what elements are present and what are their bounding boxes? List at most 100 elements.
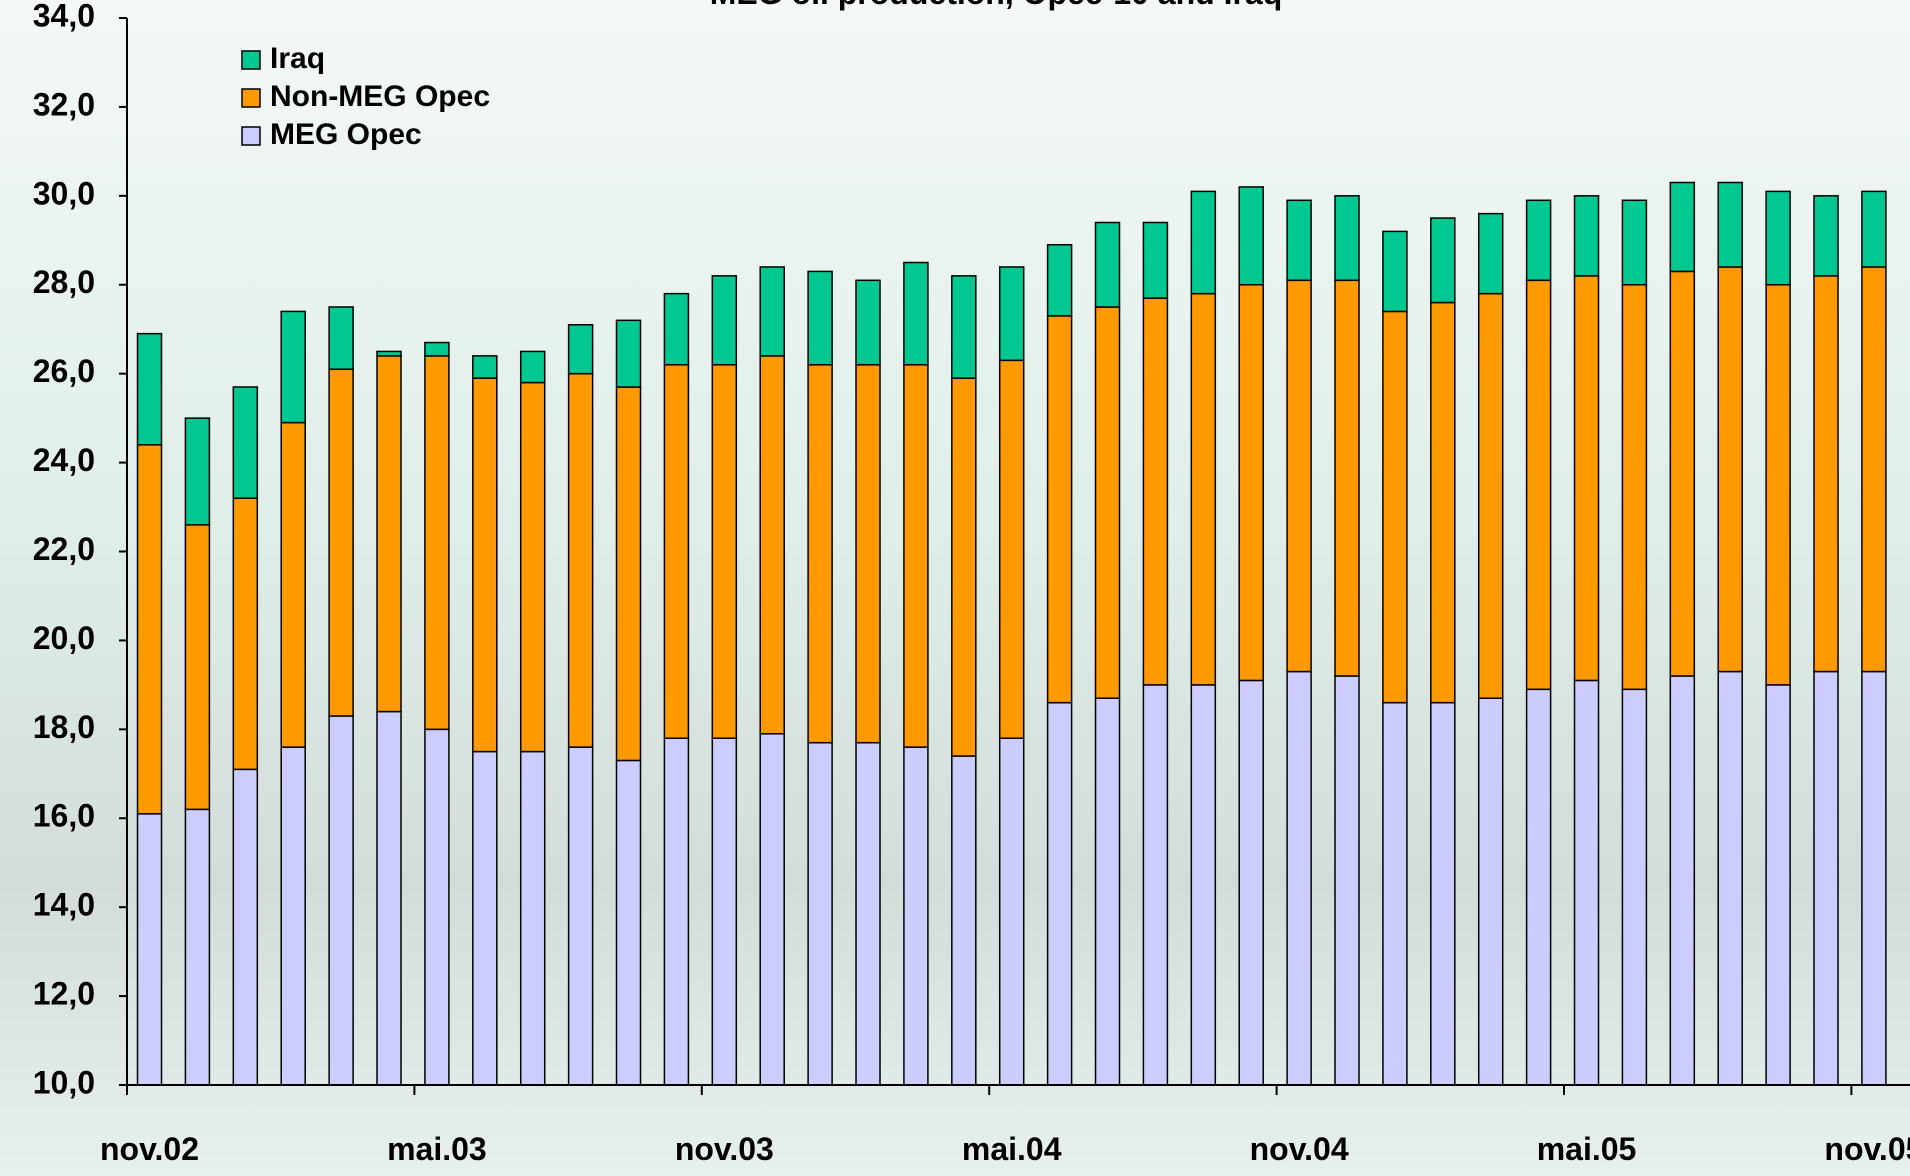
bar-segment: [1191, 191, 1215, 293]
bar-segment: [1814, 276, 1838, 672]
bar-segment: [377, 351, 401, 355]
bar-segment: [233, 498, 257, 769]
bar-segment: [1527, 200, 1551, 280]
legend-label: MEG Opec: [270, 118, 422, 151]
legend-label: Non-MEG Opec: [270, 80, 490, 113]
bar-segment: [569, 374, 593, 747]
bar-segment: [1000, 360, 1024, 738]
y-tick-label: 28,0: [33, 264, 95, 300]
bar-segment: [1718, 672, 1742, 1085]
bar-segment: [617, 760, 641, 1085]
bar-segment: [1335, 676, 1359, 1085]
bar-segment: [712, 738, 736, 1085]
bar-segment: [1718, 267, 1742, 672]
bar-segment: [1287, 200, 1311, 280]
bar-segment: [952, 378, 976, 756]
bar-segment: [1239, 285, 1263, 681]
legend-label: Iraq: [270, 42, 325, 75]
bar-segment: [808, 365, 832, 743]
y-tick-label: 16,0: [33, 798, 95, 834]
y-tick-label: 10,0: [33, 1064, 95, 1100]
bar-segment: [664, 365, 688, 738]
x-tick-label: mai.04: [962, 1131, 1062, 1167]
bar-segment: [329, 369, 353, 716]
bar-segment: [1814, 672, 1838, 1085]
bar-segment: [233, 769, 257, 1085]
x-tick-label: mai.03: [387, 1131, 487, 1167]
bar-segment: [1718, 182, 1742, 266]
bar-segment: [473, 356, 497, 378]
bar-segment: [952, 756, 976, 1085]
bar-segment: [1527, 280, 1551, 689]
bar-segment: [1575, 196, 1599, 276]
bar-segment: [281, 747, 305, 1085]
bar-segment: [185, 525, 209, 810]
y-tick-label: 18,0: [33, 709, 95, 745]
bar-segment: [904, 263, 928, 365]
bar-segment: [1479, 214, 1503, 294]
bar-segment: [1191, 294, 1215, 685]
bar-segment: [664, 738, 688, 1085]
x-tick-label: nov.05: [1824, 1131, 1910, 1167]
bar-segment: [1143, 223, 1167, 299]
bar-segment: [1622, 689, 1646, 1085]
bar-segment: [1479, 294, 1503, 699]
bar-segment: [1670, 676, 1694, 1085]
bar-segment: [856, 365, 880, 743]
bar-segment: [521, 383, 545, 752]
bar-segment: [1143, 685, 1167, 1085]
bar-segment: [1766, 285, 1790, 685]
bar-segment: [1431, 703, 1455, 1085]
bar-segment: [1766, 191, 1790, 284]
bar-segment: [856, 280, 880, 364]
y-tick-label: 34,0: [33, 0, 95, 33]
bar-segment: [760, 267, 784, 356]
bar-segment: [1862, 191, 1886, 267]
bar-segment: [1143, 298, 1167, 685]
bar-segment: [569, 747, 593, 1085]
bar-segment: [1431, 218, 1455, 302]
x-tick-label: mai.05: [1537, 1131, 1637, 1167]
bar-segment: [185, 418, 209, 525]
bar-segment: [1287, 672, 1311, 1085]
bar-segment: [760, 356, 784, 734]
bar-segment: [856, 743, 880, 1085]
bar-segment: [1239, 680, 1263, 1085]
bar-segment: [904, 747, 928, 1085]
bar-segment: [473, 752, 497, 1085]
bar-segment: [1575, 680, 1599, 1085]
bar-segment: [904, 365, 928, 747]
bar-segment: [1575, 276, 1599, 681]
bar-segment: [1527, 689, 1551, 1085]
bar-segment: [377, 712, 401, 1085]
bar-segment: [1096, 307, 1120, 698]
bar-segment: [185, 809, 209, 1085]
bar-segment: [569, 325, 593, 374]
chart-title: MEG oil production, Opec-10 and Iraq: [710, 0, 1283, 11]
bar-segment: [425, 343, 449, 356]
bar-segment: [952, 276, 976, 378]
legend-swatch: [242, 127, 260, 145]
bar-segment: [712, 276, 736, 365]
x-tick-label: nov.03: [675, 1131, 774, 1167]
legend-swatch: [242, 89, 260, 107]
bar-segment: [1335, 280, 1359, 676]
bar-segment: [1814, 196, 1838, 276]
bar-segment: [1383, 311, 1407, 702]
y-tick-label: 22,0: [33, 531, 95, 567]
bar-segment: [617, 387, 641, 760]
bar-segment: [329, 307, 353, 369]
x-tick-label: nov.04: [1250, 1131, 1349, 1167]
y-tick-label: 24,0: [33, 442, 95, 478]
bar-segment: [281, 423, 305, 748]
bar-segment: [1622, 285, 1646, 690]
bar-segment: [1622, 200, 1646, 284]
legend-swatch: [242, 51, 260, 69]
bar-segment: [1383, 703, 1407, 1085]
bar-segment: [377, 356, 401, 712]
bar-segment: [1335, 196, 1359, 280]
bar-segment: [712, 365, 736, 738]
bar-segment: [1383, 231, 1407, 311]
bar-segment: [425, 356, 449, 729]
bar-segment: [1000, 267, 1024, 360]
